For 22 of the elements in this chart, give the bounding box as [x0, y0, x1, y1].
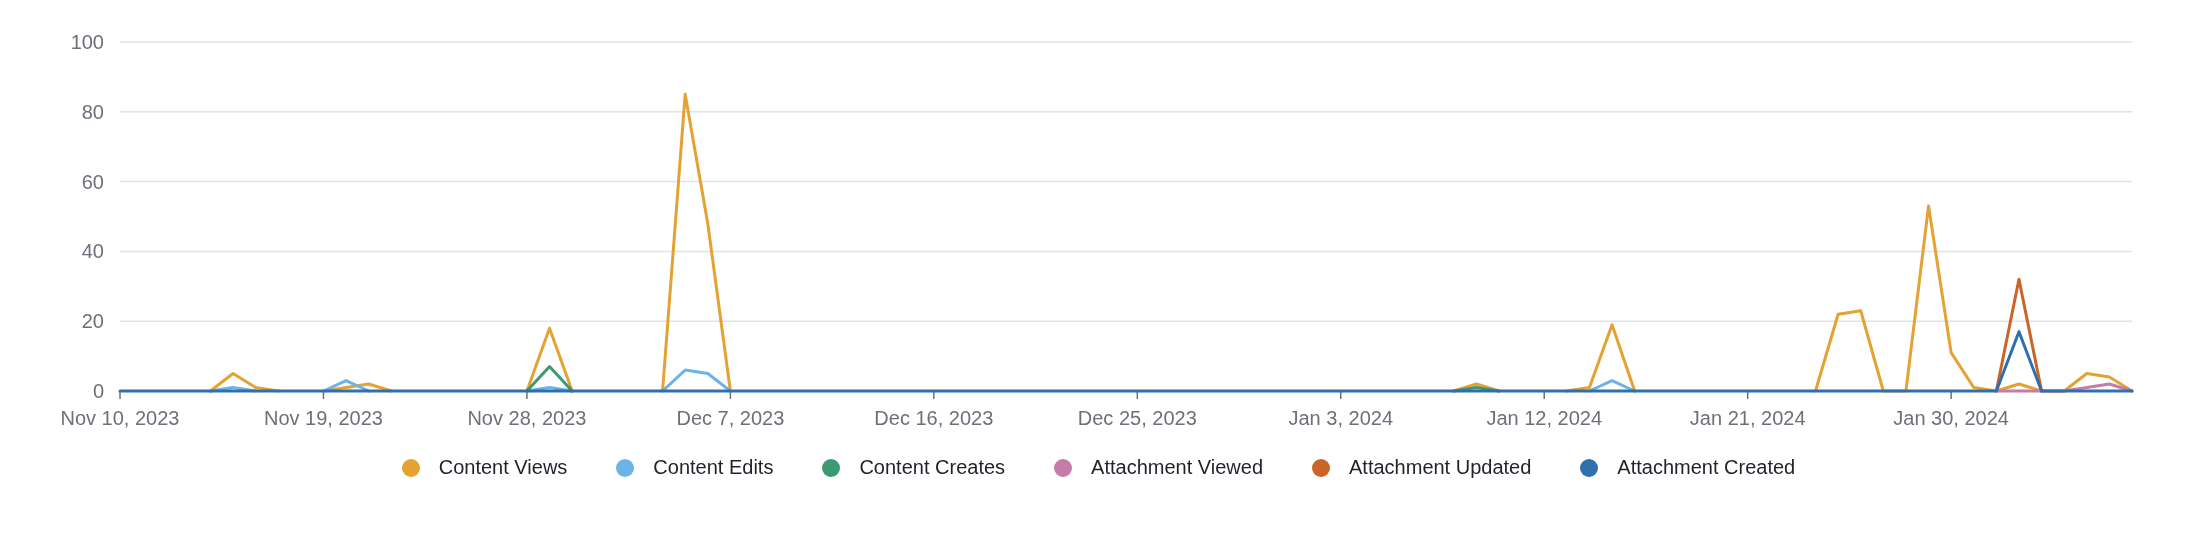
x-tick-label: Dec 7, 2023: [676, 407, 785, 429]
x-tick-label: Nov 19, 2023: [263, 407, 383, 429]
legend-label: Attachment Created: [1617, 456, 1796, 479]
y-tick-label: 100: [70, 31, 104, 53]
x-tick-label: Nov 28, 2023: [467, 407, 587, 429]
x-tick-label: Nov 10, 2023: [60, 407, 180, 429]
y-tick-label: 80: [81, 100, 104, 123]
x-tick-label: Dec 16, 2023: [874, 407, 994, 429]
legend-label: Attachment Viewed: [1091, 456, 1264, 479]
y-tick-label: 40: [81, 240, 104, 263]
y-tick-label: 60: [81, 170, 104, 193]
x-tick-label: Dec 25, 2023: [1077, 407, 1197, 429]
legend-label: Content Edits: [653, 456, 774, 479]
legend-label: Attachment Updated: [1349, 456, 1532, 479]
x-tick-label: Jan 30, 2024: [1893, 407, 2009, 429]
legend-label: Content Creates: [859, 456, 1006, 479]
legend-label: Content Views: [438, 456, 568, 479]
x-tick-label: Jan 21, 2024: [1689, 407, 1806, 429]
y-tick-label: 20: [81, 310, 104, 333]
x-tick-label: Jan 12, 2024: [1486, 407, 1603, 429]
y-tick-label: 0: [92, 380, 104, 402]
x-tick-label: Jan 3, 2024: [1288, 407, 1394, 429]
